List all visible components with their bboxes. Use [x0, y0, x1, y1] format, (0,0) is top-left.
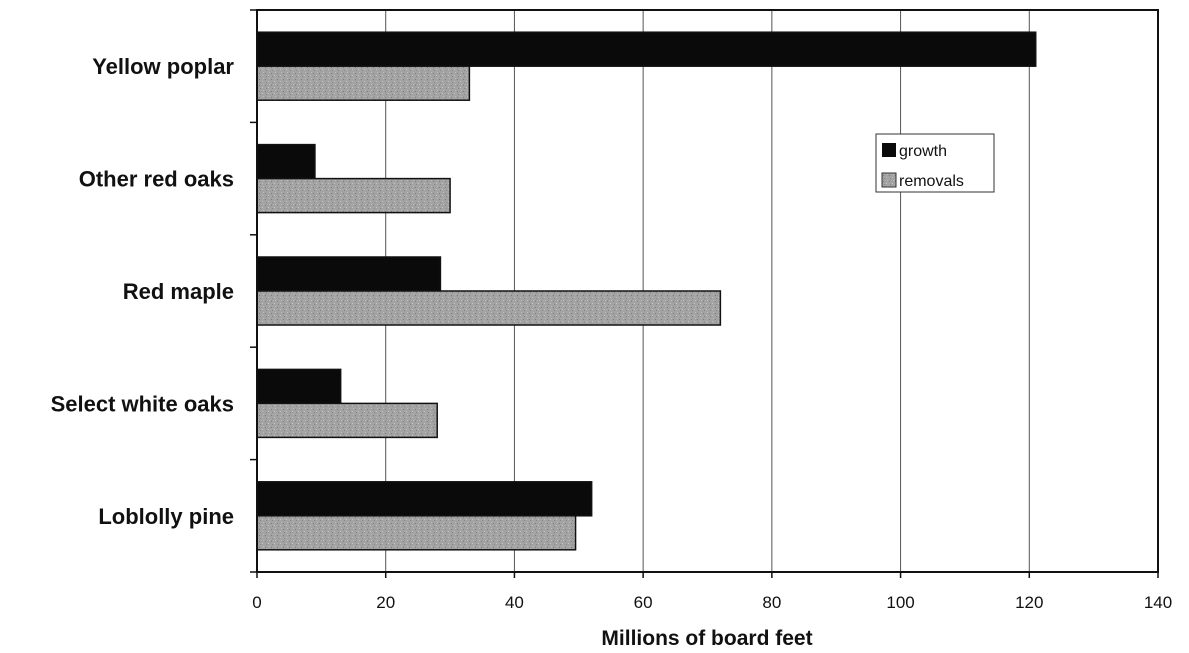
- bar-removals-yellow-poplar: [256, 65, 471, 101]
- legend-swatch-removals: [881, 172, 897, 188]
- legend-label-removals: removals: [899, 173, 964, 190]
- axes: [250, 9, 1159, 578]
- x-tick-label: 100: [886, 593, 914, 612]
- bar-growth-other-red-oaks: [256, 143, 316, 180]
- category-labels: Yellow poplar Other red oaks Red maple Sele…: [51, 54, 235, 529]
- bar-removals-red-maple: [256, 290, 722, 326]
- bar-growth-loblolly-pine: [256, 481, 593, 517]
- x-tick-label: 140: [1144, 593, 1172, 612]
- x-tick-label: 20: [376, 593, 395, 612]
- category-label: Other red oaks: [79, 167, 234, 192]
- x-tick-label: 120: [1015, 593, 1043, 612]
- legend-label-growth: growth: [899, 143, 947, 160]
- x-axis-title: Millions of board feet: [601, 627, 812, 650]
- plot-frame: [256, 9, 1159, 573]
- x-tick-label: 40: [505, 593, 524, 612]
- bar-growth-yellow-poplar: [256, 31, 1037, 67]
- legend: growth removals: [875, 133, 995, 193]
- legend-swatch-growth: [882, 143, 896, 157]
- x-tick-label: 80: [762, 593, 781, 612]
- x-tick-label: 60: [634, 593, 653, 612]
- bar-removals-loblolly-pine: [256, 515, 577, 551]
- bars: [256, 31, 1037, 551]
- category-label: Red maple: [123, 279, 234, 304]
- bar-removals-other-red-oaks: [256, 177, 451, 214]
- x-tick-label: 0: [252, 593, 261, 612]
- category-label: Loblolly pine: [98, 504, 234, 529]
- category-label: Select white oaks: [51, 391, 234, 416]
- bar-removals-select-white-oaks: [256, 402, 438, 439]
- category-label: Yellow poplar: [92, 54, 234, 79]
- bar-growth-select-white-oaks: [256, 368, 342, 405]
- x-tick-labels: 0 20 40 60 80 100 120 140: [252, 593, 1172, 612]
- bar-growth-red-maple: [256, 256, 442, 292]
